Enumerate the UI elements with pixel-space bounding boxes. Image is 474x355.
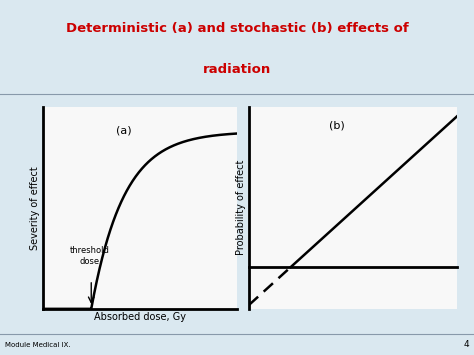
Text: (a): (a) xyxy=(117,126,132,136)
Text: (b): (b) xyxy=(328,121,344,131)
Text: threshold
dose: threshold dose xyxy=(69,246,109,267)
Text: radiation: radiation xyxy=(203,62,271,76)
Text: Deterministic (a) and stochastic (b) effects of: Deterministic (a) and stochastic (b) eff… xyxy=(65,22,409,35)
Text: 4: 4 xyxy=(464,340,469,349)
X-axis label: Absorbed dose, Gy: Absorbed dose, Gy xyxy=(94,312,186,322)
Y-axis label: Probability of effect: Probability of effect xyxy=(236,160,246,255)
Y-axis label: Severity of effect: Severity of effect xyxy=(30,166,40,250)
Text: Module Medical IX.: Module Medical IX. xyxy=(5,342,70,348)
